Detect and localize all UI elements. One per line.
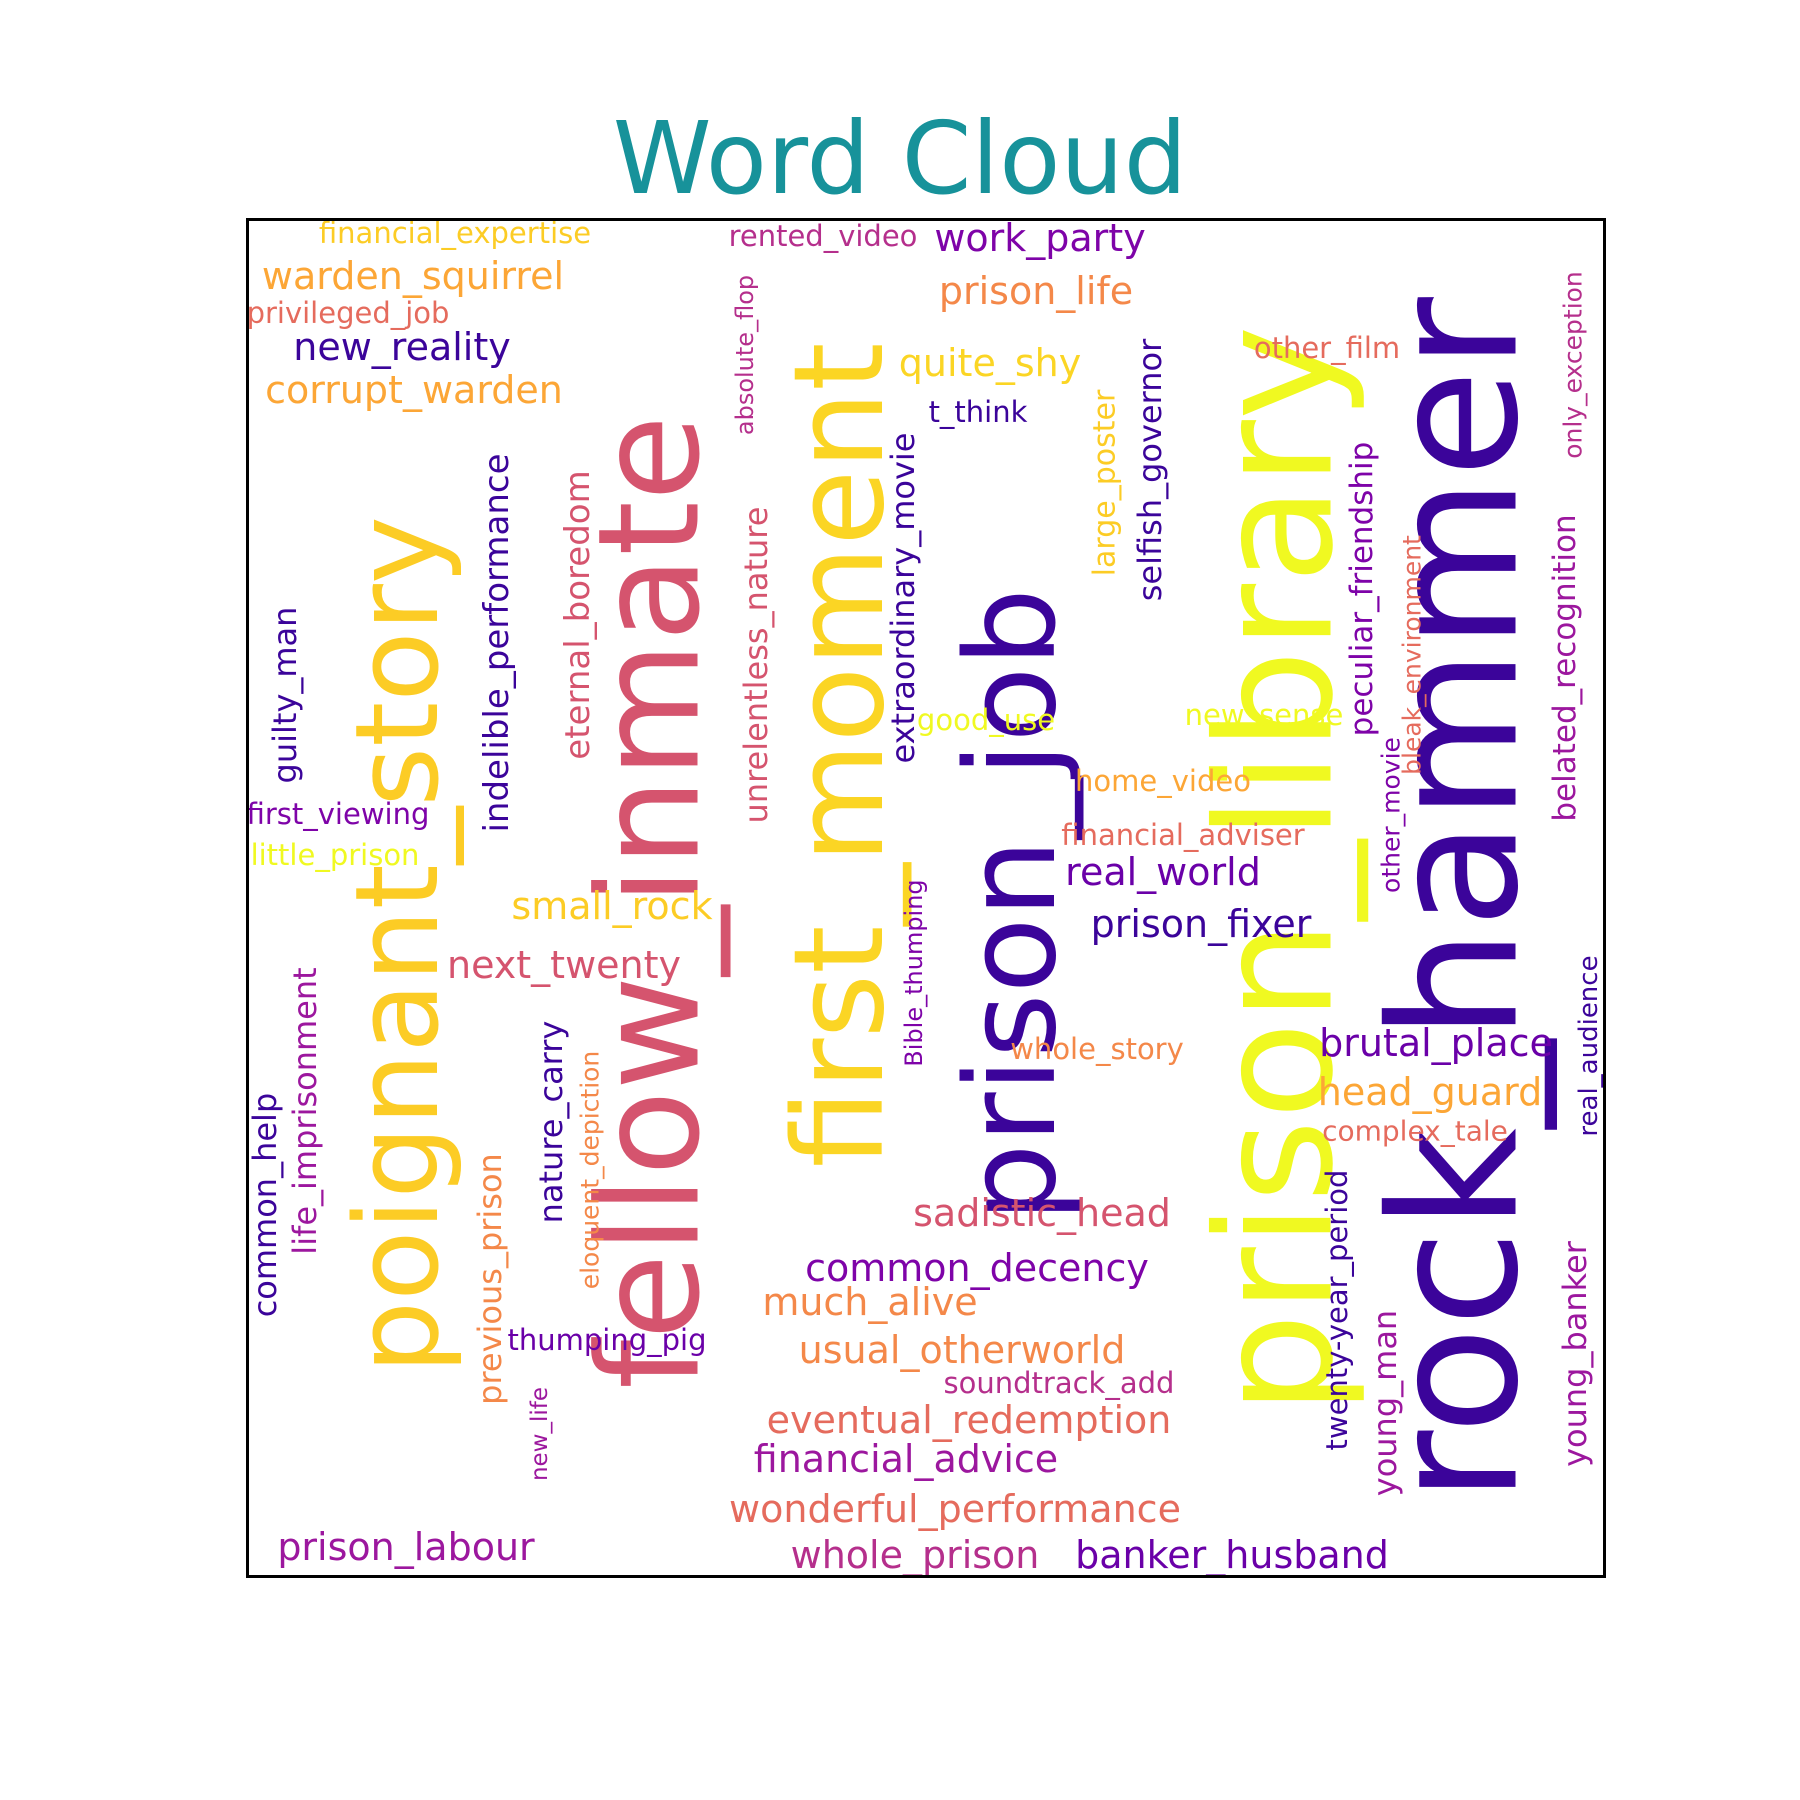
word-cloud-frame <box>246 218 1606 1578</box>
page-title: Word Cloud <box>612 100 1188 217</box>
